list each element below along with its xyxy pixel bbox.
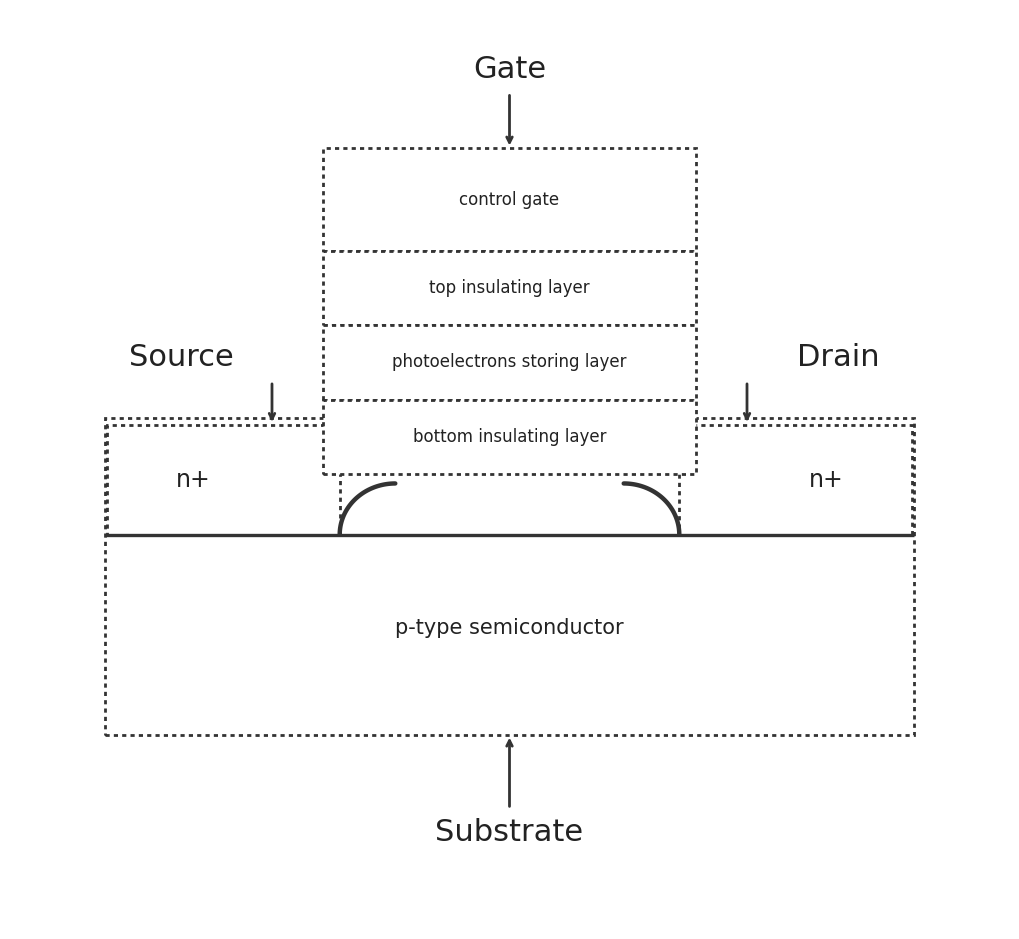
Text: Drain: Drain — [797, 344, 879, 373]
Text: Substrate: Substrate — [435, 818, 584, 847]
Bar — [107, 424, 339, 534]
Bar — [323, 251, 696, 325]
Text: n+: n+ — [808, 468, 843, 492]
Text: Gate: Gate — [473, 54, 546, 84]
Bar — [323, 325, 696, 400]
Bar — [105, 418, 914, 734]
Text: top insulating layer: top insulating layer — [429, 279, 590, 297]
Bar — [323, 400, 696, 474]
Text: Source: Source — [128, 344, 233, 373]
Bar — [680, 424, 912, 534]
Text: control gate: control gate — [460, 191, 559, 208]
Text: n+: n+ — [176, 468, 211, 492]
Text: photoelectrons storing layer: photoelectrons storing layer — [392, 353, 627, 372]
Text: bottom insulating layer: bottom insulating layer — [413, 428, 606, 446]
Bar — [323, 148, 696, 251]
Text: p-type semiconductor: p-type semiconductor — [395, 618, 624, 638]
